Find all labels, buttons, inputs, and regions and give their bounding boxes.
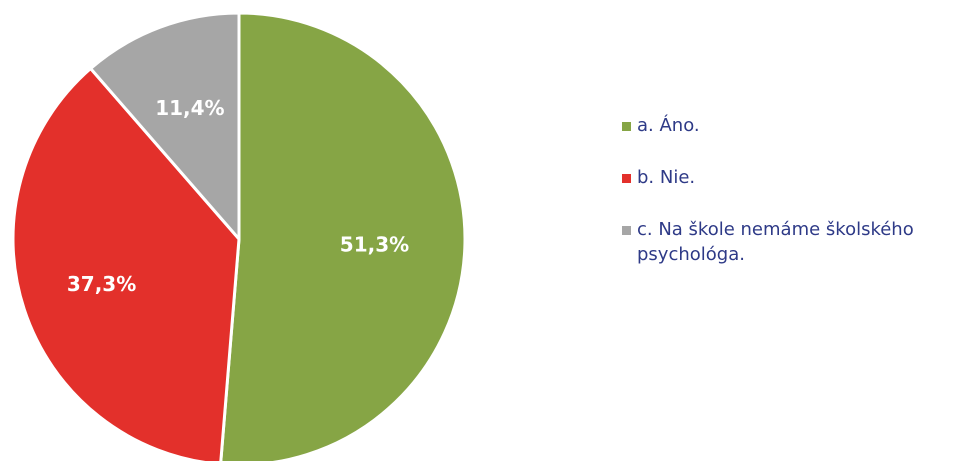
legend-item-ano: a. Áno. (622, 113, 952, 138)
legend-label-no-psychologist: c. Na škole nemáme školského psychológa. (637, 219, 914, 265)
legend-item-no-psychologist: c. Na škole nemáme školského psychológa. (622, 217, 952, 267)
legend-swatch-nie (622, 174, 631, 183)
data-label-ano: 51,3% (340, 233, 409, 257)
pie-slice-nie (11, 67, 241, 461)
legend-item-nie: b. Nie. (622, 165, 952, 190)
pie-slice-ano (219, 11, 467, 461)
pie-slice-no-psychologist (89, 11, 241, 241)
legend-label-ano: a. Áno. (637, 115, 700, 136)
legend: a. Áno. b. Nie. c. Na škole nemáme škols… (622, 113, 952, 294)
data-label-no-psychologist: 11,4% (155, 96, 224, 120)
data-label-nie: 37,3% (67, 272, 136, 296)
legend-swatch-ano (622, 122, 631, 131)
legend-swatch-no-psychologist (622, 226, 631, 235)
legend-label-nie: b. Nie. (637, 167, 696, 188)
